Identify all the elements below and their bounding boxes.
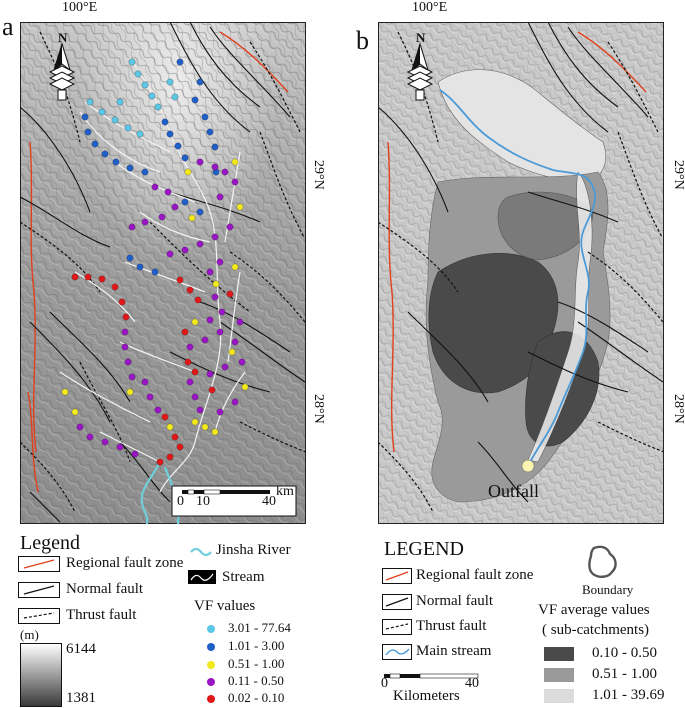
svg-text:N: N bbox=[416, 30, 426, 45]
legend-b-vf-label-2: 0.51 - 1.00 bbox=[592, 666, 657, 682]
legend-a-vf-label-4: 0.11 - 0.50 bbox=[228, 673, 284, 688]
panel-a-scale-bar bbox=[171, 485, 297, 517]
panel-a-lon-label: 100°E bbox=[62, 0, 98, 15]
legend-a-vf-swatch-5 bbox=[207, 695, 215, 703]
svg-text:N: N bbox=[58, 30, 68, 45]
legend-b-vf-label-1: 0.10 - 0.50 bbox=[592, 645, 657, 661]
legend-a-jinsha-label: Jinsha River bbox=[216, 542, 291, 558]
panel-b-outfall-marker bbox=[521, 459, 535, 473]
panel-b-catchment-mid-2 bbox=[497, 191, 594, 261]
legend-a-jinsha-symbol bbox=[190, 547, 212, 557]
legend-b-scale-bar bbox=[384, 673, 479, 679]
legend-b-normal-fault-label: Normal fault bbox=[416, 593, 494, 609]
panel-b-label: b bbox=[356, 26, 369, 55]
panel-a-normal-faults bbox=[20, 22, 306, 523]
legend-b-main-stream-label: Main stream bbox=[416, 643, 492, 659]
panel-a-north-arrow: N bbox=[48, 30, 76, 101]
legend-b-vf-swatch-2 bbox=[544, 668, 574, 682]
legend-a-elev-max: 6144 bbox=[66, 641, 96, 657]
legend-b-normal-fault-symbol bbox=[382, 594, 412, 610]
legend-a-thrust-fault-symbol bbox=[18, 608, 60, 624]
panel-a-lat-28: 28°N bbox=[311, 394, 326, 424]
panel-a-thrust-faults bbox=[20, 31, 306, 513]
legend-a-normal-fault-symbol bbox=[18, 582, 60, 598]
legend-a-vf-swatch-3 bbox=[207, 661, 215, 669]
panel-b-thrust-faults bbox=[378, 31, 664, 513]
legend-a-elev-unit: (m) bbox=[20, 627, 39, 642]
panel-a-scale-tick-10: 10 bbox=[196, 494, 210, 509]
legend-a-vf-label-3: 0.51 - 1.00 bbox=[228, 656, 285, 671]
legend-b-vf-label-3: 1.01 - 39.69 bbox=[592, 687, 665, 703]
legend-a-vf-swatch-1 bbox=[207, 625, 215, 633]
panel-a-label: a bbox=[2, 12, 14, 41]
legend-a-regional-fault-label: Regional fault zone bbox=[66, 555, 184, 571]
legend-a-elev-min: 1381 bbox=[66, 690, 96, 706]
legend-a-vf-label-1: 3.01 - 77.64 bbox=[228, 620, 291, 635]
panel-a-lat-29: 29°N bbox=[311, 160, 326, 190]
panel-b-outfall-label: Outfall bbox=[488, 481, 539, 501]
legend-b-regional-fault-symbol bbox=[382, 568, 412, 584]
panel-a-scale-unit: km bbox=[276, 484, 294, 499]
panel-b-lat-29: 29°N bbox=[671, 160, 685, 190]
panel-a-regional-faults bbox=[27, 31, 289, 493]
legend-a-thrust-fault-label: Thrust fault bbox=[66, 607, 137, 623]
panel-b-regional-faults bbox=[387, 31, 647, 453]
legend-b-scale-unit: Kilometers bbox=[393, 688, 460, 704]
legend-a-vf-title: VF values bbox=[194, 598, 256, 614]
panel-b-lat-28: 28°N bbox=[671, 394, 685, 424]
legend-a-stream-label: Stream bbox=[222, 569, 265, 585]
legend-b-thrust-fault-label: Thrust fault bbox=[416, 618, 487, 634]
panel-b-catchment-light bbox=[437, 69, 607, 183]
legend-a-vf-swatch-2 bbox=[207, 643, 215, 651]
legend-b-thrust-fault-symbol bbox=[382, 619, 412, 635]
panel-b-normal-faults bbox=[378, 22, 664, 503]
legend-a-vf-swatch-4 bbox=[207, 678, 215, 686]
legend-a-normal-fault-label: Normal fault bbox=[66, 581, 144, 597]
legend-a-elev-ramp bbox=[20, 643, 62, 707]
legend-a-vf-label-5: 0.02 - 0.10 bbox=[228, 690, 285, 705]
legend-b-scale-tick-40: 40 bbox=[465, 676, 479, 691]
legend-b-title: LEGEND bbox=[384, 538, 464, 560]
legend-a-regional-fault-symbol bbox=[18, 556, 60, 572]
legend-b-vf-subtitle: ( sub-catchments) bbox=[542, 622, 650, 638]
panel-b-lon-label: 100°E bbox=[412, 0, 448, 15]
panel-a-map: N bbox=[20, 22, 306, 524]
panel-b-map: N bbox=[378, 22, 664, 524]
legend-a-stream-symbol bbox=[188, 570, 216, 584]
legend-b-scale-tick-0: 0 bbox=[381, 676, 388, 691]
legend-a-title: Legend bbox=[20, 532, 80, 554]
legend-b-vf-title: VF average values bbox=[538, 602, 650, 618]
legend-a-vf-label-2: 1.01 - 3.00 bbox=[228, 638, 285, 653]
panel-b-north-arrow: N bbox=[406, 30, 434, 101]
legend-b-vf-swatch-1 bbox=[544, 647, 574, 661]
legend-b-main-stream-symbol bbox=[382, 644, 412, 660]
panel-b-main-stream bbox=[439, 89, 596, 463]
panel-b-valley-highlight bbox=[527, 171, 593, 463]
panel-a-jinsha-river bbox=[140, 461, 161, 524]
legend-b-regional-fault-label: Regional fault zone bbox=[416, 567, 534, 583]
panel-a-vf-points bbox=[61, 58, 249, 466]
legend-b-boundary-label: Boundary bbox=[582, 582, 634, 597]
legend-b-boundary-symbol bbox=[588, 545, 617, 578]
panel-a-scale-tick-40: 40 bbox=[262, 494, 276, 509]
legend-b-vf-swatch-3 bbox=[544, 689, 574, 703]
panel-a-scale-tick-0: 0 bbox=[177, 494, 184, 509]
